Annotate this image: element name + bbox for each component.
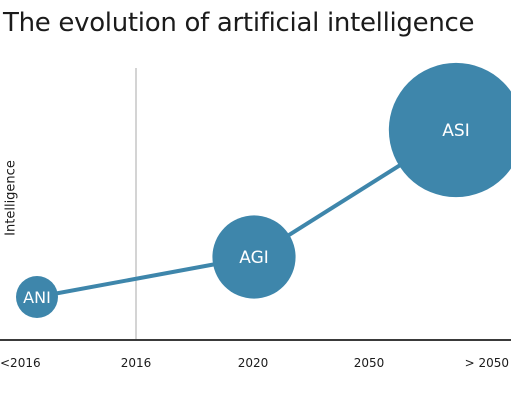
x-tick-label: 2016 (121, 356, 152, 370)
x-tick-label: 2020 (238, 356, 269, 370)
x-tick-label: > 2050 (465, 356, 509, 370)
x-tick-label: 2050 (354, 356, 385, 370)
bubble-label-asi: ASI (442, 121, 469, 141)
bubble-agi (212, 215, 296, 299)
bubble-ani (16, 276, 58, 318)
bubble-label-ani: ANI (23, 288, 51, 307)
x-tick-label: <2016 (0, 356, 41, 370)
bubble-asi (388, 62, 511, 198)
bubble-label-agi: AGI (239, 248, 269, 268)
chart-title: The evolution of artificial intelligence (3, 8, 475, 38)
